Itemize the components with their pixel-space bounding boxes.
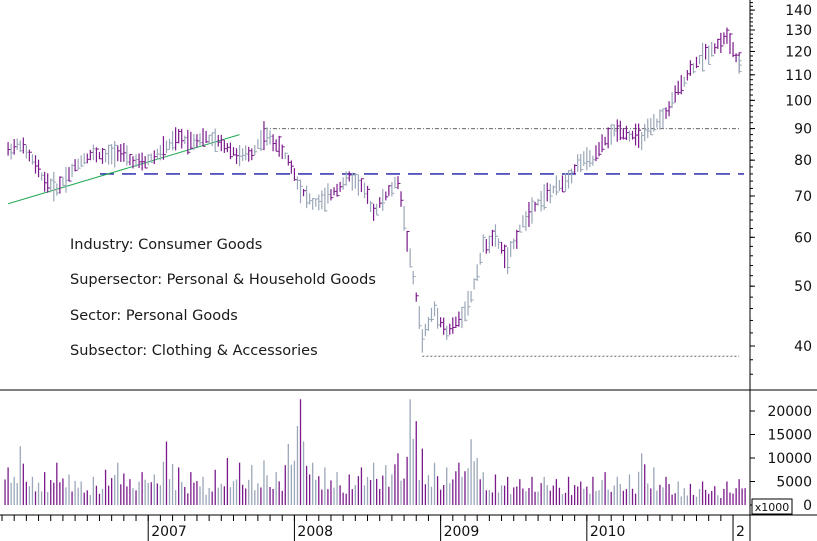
volume-tick-label: 20000: [767, 404, 812, 420]
industry-label: Industry: Consumer Goods: [70, 237, 263, 253]
price-tick-label: 50: [794, 279, 812, 295]
price-panel: [7, 27, 744, 357]
sector-label: Sector: Personal Goods: [70, 308, 238, 324]
price-tick-label: 120: [785, 44, 812, 60]
volume-tick-label: 10000: [767, 451, 812, 467]
volume-tick-label: 0: [803, 498, 812, 514]
price-tick-label: 90: [794, 122, 812, 138]
year-label: 2008: [297, 524, 333, 540]
volume-tick-label: 5000: [776, 475, 812, 491]
price-tick-label: 140: [785, 3, 812, 19]
trendline: [7, 134, 240, 205]
price-tick-label: 70: [794, 189, 812, 205]
year-label: 2010: [590, 524, 626, 540]
year-label: 2009: [444, 524, 480, 540]
price-tick-label: 40: [794, 339, 812, 355]
supersector-label: Supersector: Personal & Household Goods: [70, 272, 376, 288]
year-label: 2007: [151, 524, 187, 540]
volume-unit-label: x1000: [755, 501, 790, 514]
subsector-label: Subsector: Clothing & Accessories: [70, 343, 318, 359]
year-label: 2: [736, 524, 745, 540]
price-tick-label: 60: [794, 230, 812, 246]
price-tick-label: 110: [785, 68, 812, 84]
price-tick-label: 130: [785, 23, 812, 39]
price-tick-label: 100: [785, 93, 812, 109]
volume-tick-label: 15000: [767, 428, 812, 444]
volume-panel: [4, 399, 746, 505]
volume-unit-box: [751, 498, 793, 515]
price-tick-label: 80: [794, 153, 812, 169]
